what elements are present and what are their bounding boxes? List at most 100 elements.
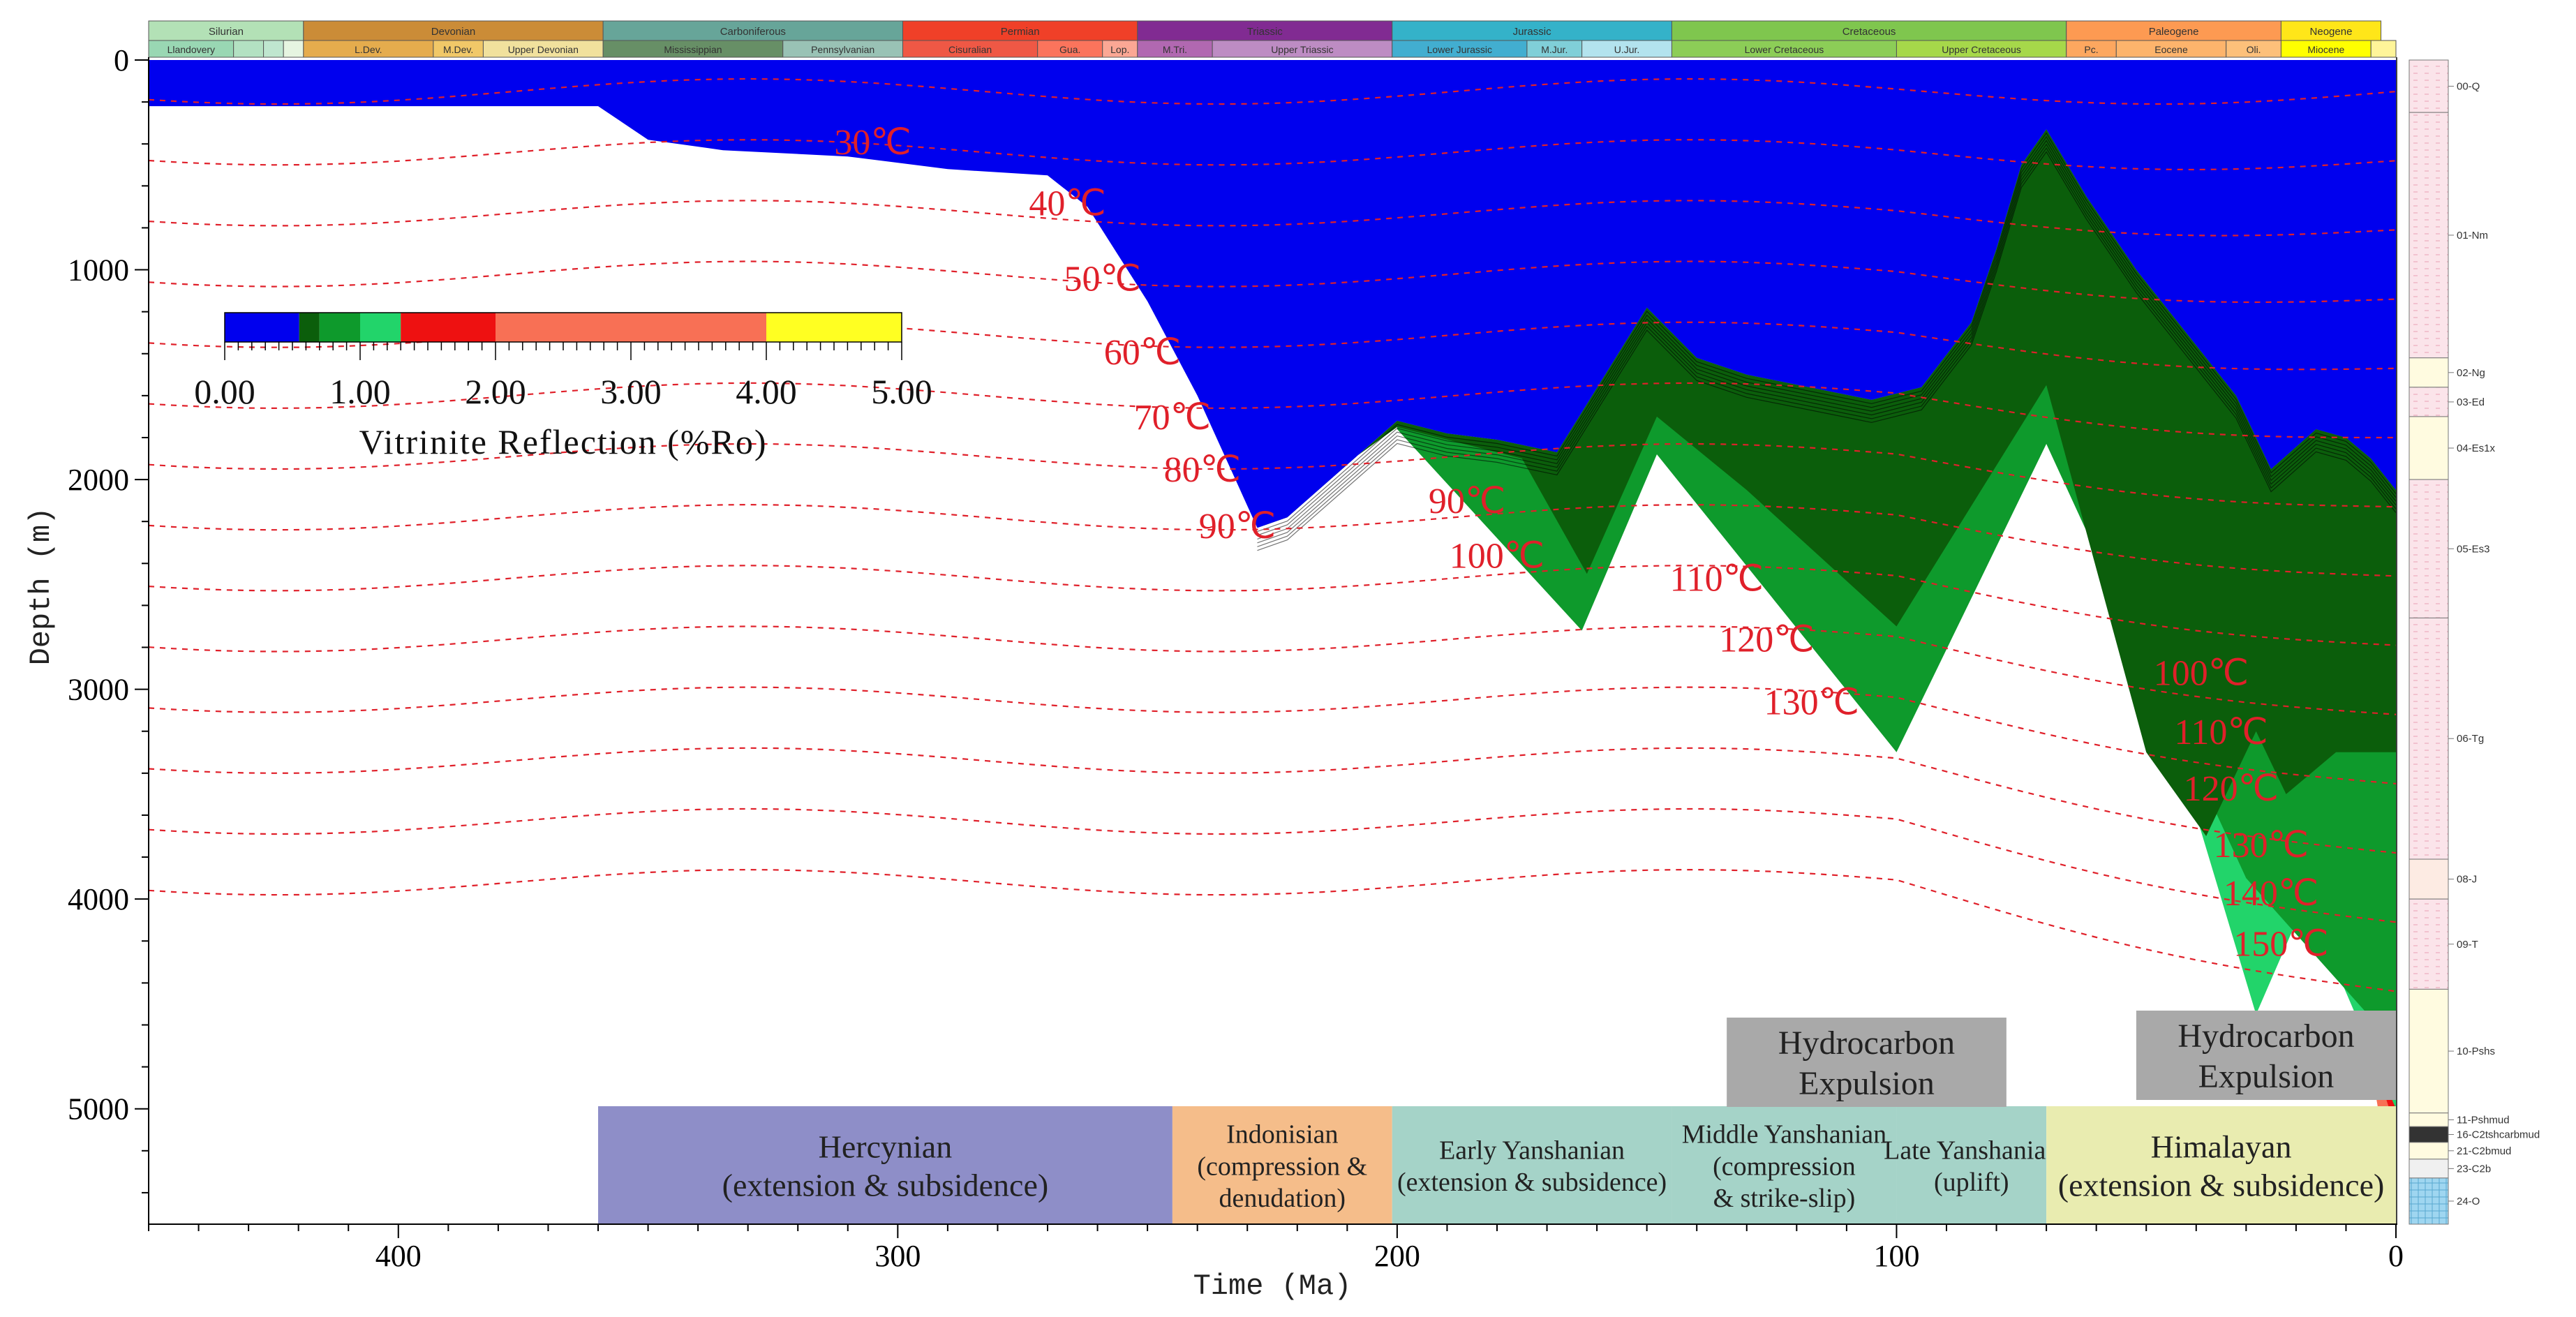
tectonic-event-name: Hercynian bbox=[819, 1129, 953, 1165]
strat-layer bbox=[2409, 1126, 2449, 1143]
tectonic-event-name: Indonisian bbox=[1226, 1120, 1338, 1149]
isotherm-label: 110℃ bbox=[2174, 713, 2268, 752]
legend-tick-label: 0.00 bbox=[194, 372, 255, 411]
isotherm-labels: 30℃ 40℃ 50℃ 60℃ 70℃ 80℃ 90℃ 90℃ 100℃ 110℃ 120℃ 130℃… bbox=[834, 123, 2328, 964]
strat-layer-label: 02-Ng bbox=[2457, 367, 2485, 379]
burial-curve bbox=[1257, 135, 2396, 536]
strat-layer-label: 23-C2b bbox=[2457, 1163, 2491, 1175]
epoch-label: U.Jur. bbox=[1614, 44, 1640, 55]
burial-curve bbox=[1257, 140, 2396, 540]
expulsion-box bbox=[2136, 1011, 2396, 1100]
epoch-label: M.Dev. bbox=[443, 44, 473, 55]
strat-layer-label: 09-T bbox=[2457, 939, 2478, 951]
epoch-cell bbox=[902, 40, 1038, 58]
tectonic-event-desc: (compression & bbox=[1197, 1152, 1367, 1181]
burial-curve bbox=[1257, 151, 2396, 551]
epoch-label: M.Tri. bbox=[1163, 44, 1187, 55]
epoch-label: Oli. bbox=[2247, 44, 2261, 55]
isotherm-label: 130℃ bbox=[2214, 826, 2309, 865]
tectonic-event-bar bbox=[598, 1106, 1172, 1225]
isotherm-label: 110℃ bbox=[1670, 559, 1764, 599]
y-tick-label: 4000 bbox=[68, 882, 129, 916]
expulsion-label: Hydrocarbon bbox=[1778, 1025, 1955, 1062]
period-cell bbox=[2066, 20, 2281, 41]
isotherm-curve bbox=[149, 686, 2396, 784]
epoch-cell bbox=[148, 40, 234, 58]
burial-curve bbox=[1257, 147, 2396, 547]
strat-layer bbox=[2409, 1177, 2449, 1225]
maturity-zones bbox=[149, 60, 2396, 1214]
strat-layer-label: 10-Pshs bbox=[2457, 1046, 2495, 1057]
period-label: Jurassic bbox=[1513, 26, 1552, 38]
strat-layer bbox=[2409, 479, 2449, 618]
epoch-cell bbox=[1896, 40, 2067, 58]
tectonic-event-bar bbox=[1672, 1106, 1897, 1225]
epoch-cell bbox=[433, 40, 484, 58]
tectonic-event-desc: (compression bbox=[1713, 1152, 1856, 1181]
isotherm-curve bbox=[149, 200, 2396, 237]
legend-swatch bbox=[766, 313, 902, 342]
strat-layer bbox=[2409, 59, 2449, 113]
epoch-label: Mississippian bbox=[664, 44, 722, 55]
legend-swatch bbox=[225, 313, 299, 342]
strat-layer bbox=[2409, 898, 2449, 990]
period-label: Silurian bbox=[209, 26, 244, 38]
tectonic-event-desc: (uplift) bbox=[1934, 1168, 2009, 1197]
legend-tick-label: 3.00 bbox=[600, 372, 662, 411]
epoch-label: Lop. bbox=[1110, 44, 1129, 55]
epoch-label: L.Dev. bbox=[355, 44, 382, 55]
period-label: Paleogene bbox=[2149, 26, 2199, 38]
epoch-cell bbox=[1037, 40, 1103, 58]
x-tick-label: 200 bbox=[1374, 1239, 1420, 1273]
strat-layer-label: 24-O bbox=[2457, 1196, 2480, 1207]
strat-layer bbox=[2409, 1159, 2449, 1179]
strat-layer bbox=[2409, 1113, 2449, 1127]
isotherm-label: 140℃ bbox=[2224, 874, 2318, 914]
epoch-cell bbox=[233, 40, 265, 58]
isotherm-curve bbox=[149, 260, 2396, 304]
epoch-label: Lower Cretaceous bbox=[1745, 44, 1824, 55]
y-tick-label: 2000 bbox=[68, 463, 129, 497]
isotherm-label: 40℃ bbox=[1029, 184, 1105, 223]
tectonic-event-desc: denudation) bbox=[1219, 1184, 1346, 1213]
x-tick-label: 100 bbox=[1873, 1239, 1919, 1273]
period-label: Devonian bbox=[431, 26, 475, 38]
epoch-label: Llandovery bbox=[167, 44, 216, 55]
period-label: Neogene bbox=[2310, 26, 2353, 38]
isotherm-curve bbox=[149, 139, 2396, 171]
epoch-cell bbox=[2280, 40, 2372, 58]
isotherm-curve bbox=[149, 747, 2396, 854]
expulsion-label: Expulsion bbox=[2198, 1058, 2335, 1095]
strat-layer bbox=[2409, 357, 2449, 388]
isotherm-curve bbox=[149, 442, 2396, 508]
legend-tick-label: 2.00 bbox=[465, 372, 526, 411]
epoch-label: Eocene bbox=[2154, 44, 2188, 55]
legend-tick-label: 1.00 bbox=[329, 372, 391, 411]
tectonic-event-bar bbox=[2046, 1106, 2396, 1225]
expulsion-label: Hydrocarbon bbox=[2177, 1018, 2354, 1055]
epoch-cell bbox=[283, 40, 304, 58]
strat-layer bbox=[2409, 416, 2449, 480]
expulsion-box bbox=[1727, 1018, 2007, 1107]
tectonic-event-name: Himalayan bbox=[2151, 1129, 2292, 1165]
epoch-cell bbox=[1392, 40, 1528, 58]
isotherm-curve bbox=[149, 321, 2396, 371]
strat-layer bbox=[2409, 112, 2449, 359]
tectonic-event-desc: (extension & subsidence) bbox=[1397, 1168, 1667, 1197]
strat-layer-label: 21-C2bmud bbox=[2457, 1145, 2511, 1157]
strat-layer-label: 11-Pshmud bbox=[2457, 1114, 2510, 1126]
period-label: Triassic bbox=[1247, 26, 1283, 38]
legend-tick-label: 5.00 bbox=[871, 372, 932, 411]
tectonic-event-bar bbox=[1392, 1106, 1672, 1225]
tectonic-event-name: Middle Yanshanian bbox=[1682, 1120, 1886, 1149]
legend-swatch bbox=[319, 313, 360, 342]
strat-layer bbox=[2409, 387, 2449, 417]
maturity-zone bbox=[1257, 129, 2396, 836]
isotherm-label: 30℃ bbox=[834, 123, 911, 163]
isotherm-curve bbox=[149, 77, 2396, 105]
epoch-cell bbox=[482, 40, 604, 58]
epoch-label: Miocene bbox=[2307, 44, 2344, 55]
period-cell bbox=[148, 20, 304, 41]
